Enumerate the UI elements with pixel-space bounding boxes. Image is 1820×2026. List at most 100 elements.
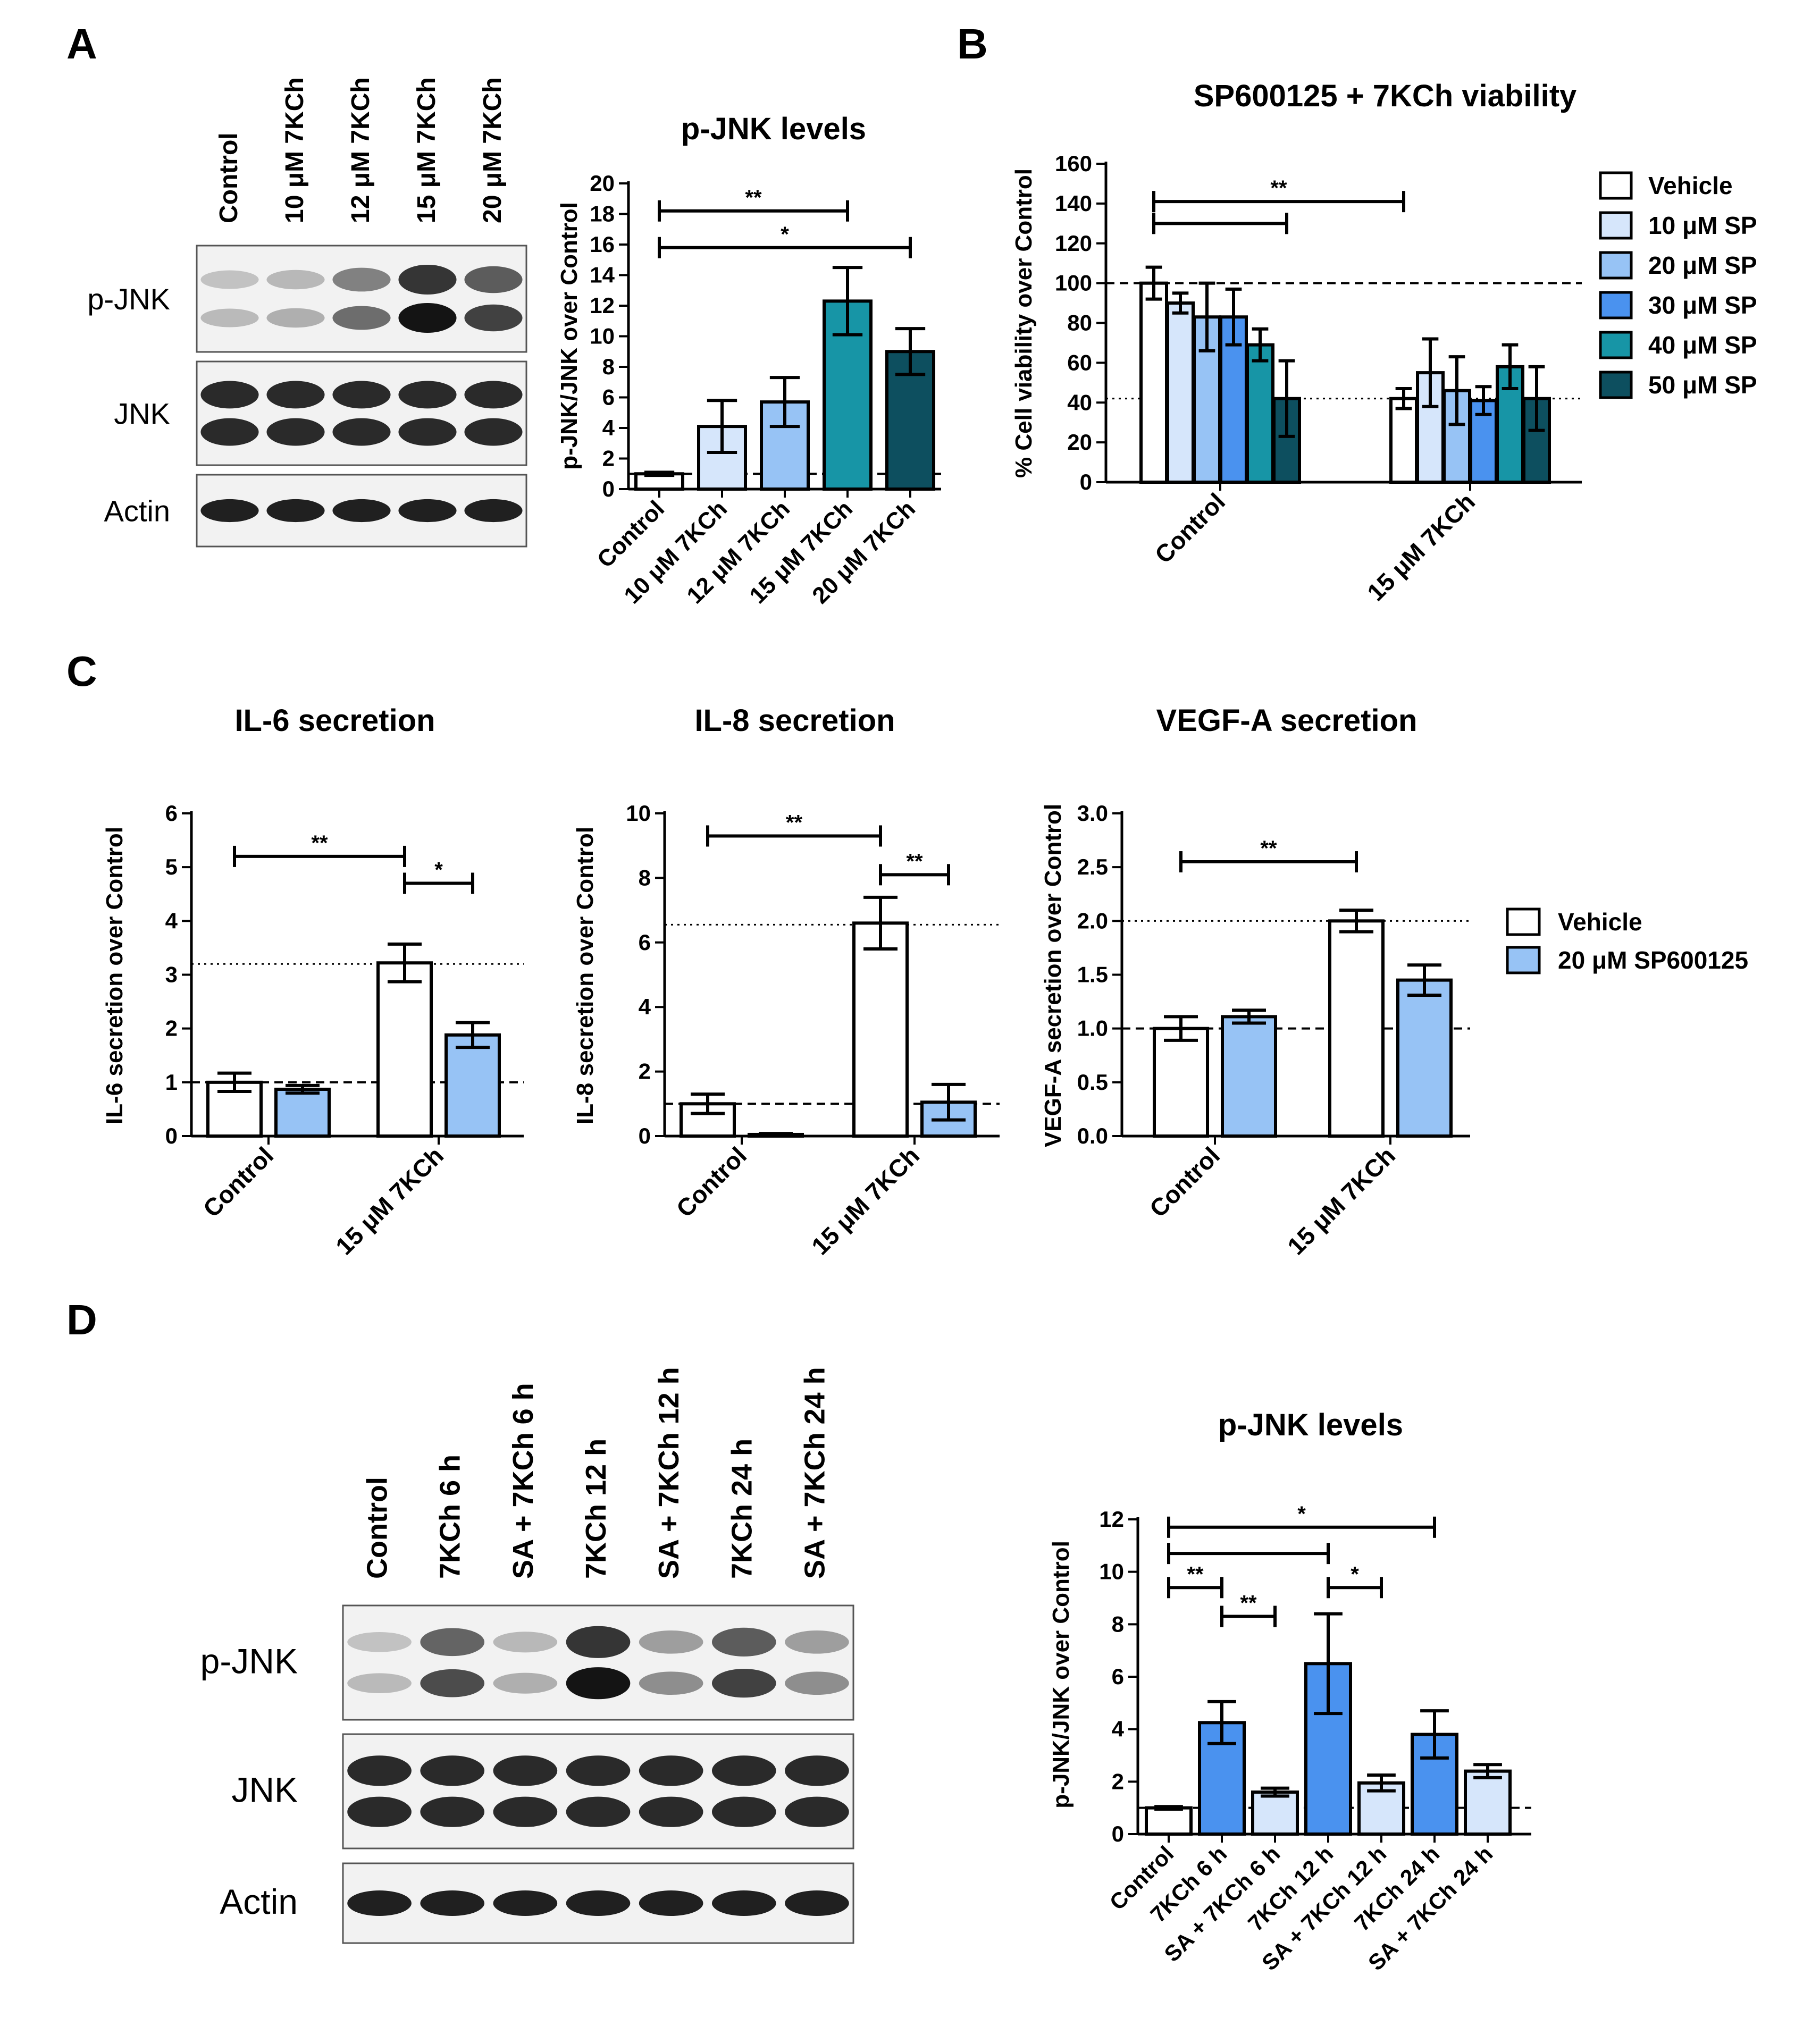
blot-band [398,303,457,333]
blot-row-label: Actin [104,494,171,528]
legend-label: 50 μM SP [1648,371,1757,399]
western-blot-d: Control 7KCh 6 h SA + 7KCh 6 h 7KCh 12 h SA … [200,1367,854,1944]
lane-label: 12 μM 7KCh [347,77,375,223]
blot-band [266,270,325,290]
blot-band [464,266,523,293]
y-tick-label: 40 [1067,390,1092,415]
blot-row-label: JNK [231,1770,298,1810]
blot-band [398,418,457,446]
significance-label: ** [1187,1562,1204,1586]
y-tick-label: 18 [590,201,615,226]
y-tick-label: 20 [1067,430,1092,455]
blot-band [266,381,325,409]
blot-band [639,1630,703,1654]
blot-band [332,418,391,446]
significance-label: * [1297,1502,1306,1526]
y-axis-label: IL-8 secretion over Control [572,827,598,1124]
blot-band [785,1796,849,1827]
y-tick-label: 4 [165,908,178,933]
blot-band [200,308,259,327]
y-tick-label: 12 [1099,1507,1124,1532]
bar [376,961,433,1138]
blot-strip [342,1604,854,1721]
y-tick-label: 6 [602,385,615,410]
blot-band [200,270,259,289]
x-tick-label: Control [1144,1141,1225,1222]
y-tick-label: 2 [165,1016,178,1041]
blot-row-label: Actin [220,1882,298,1921]
y-tick-label: 1.0 [1077,1016,1108,1041]
y-tick-label: 20 [590,171,615,196]
y-tick-label: 0.0 [1077,1123,1108,1148]
lane-label: 15 μM 7KCh [413,77,441,223]
lane-label: 10 μM 7KCh [281,77,309,223]
y-tick-label: 0 [1080,469,1092,494]
blot-band [639,1755,703,1786]
blot-band [266,418,325,446]
blot-band [785,1890,849,1916]
chart-d-pjnk-levels: p-JNK levels p-JNK/JNK over Control 0 2 4 6 8 1… [1048,1408,1531,1975]
y-tick-label: 1 [165,1070,178,1095]
blot-band [420,1755,485,1786]
blot-band [464,381,523,409]
significance-label: ** [786,811,803,834]
y-tick-label: 8 [1112,1611,1124,1636]
bar [1328,919,1385,1138]
blot-band [464,499,523,523]
lane-label: SA + 7KCh 12 h [653,1367,685,1579]
x-tick-label: Control [671,1141,752,1222]
chart-title: VEGF-A secretion [1156,703,1418,738]
blot-band [566,1667,631,1700]
y-tick-label: 0 [602,476,615,501]
y-tick-label: 0 [165,1123,178,1148]
bar [1221,1015,1277,1138]
y-tick-label: 2.5 [1077,854,1108,879]
y-tick-label: 80 [1067,310,1092,335]
y-tick-label: 12 [590,293,615,318]
blot-band [200,381,259,409]
blot-band [266,308,325,328]
blot-band [347,1755,412,1786]
bar [1396,978,1453,1138]
blot-row-label: p-JNK [87,282,170,316]
y-tick-label: 0 [1112,1821,1124,1846]
lane-label: 7KCh 12 h [580,1439,612,1579]
y-tick-label: 4 [639,994,651,1019]
blot-band [332,267,391,292]
chart-c-il8: IL-8 secretion IL-8 secretion over Contro… [572,703,1000,1260]
legend-label: 20 μM SP [1648,251,1757,279]
legend-label: 20 μM SP600125 [1558,946,1748,974]
panel-label-b: B [957,20,988,68]
y-tick-label: 1.5 [1077,962,1108,987]
y-tick-label: 3 [165,962,178,987]
y-axis-label: p-JNK/JNK over Control [556,202,582,470]
chart-c-vegfa: VEGF-A secretion VEGF-A secretion over Co… [1040,703,1470,1260]
blot-strip [196,245,527,353]
legend-label: 30 μM SP [1648,291,1757,319]
y-tick-label: 2 [602,446,615,471]
y-axis-label: % Cell viability over Control [1011,169,1037,478]
legend-swatch [1599,171,1633,200]
y-tick-label: 120 [1055,231,1092,256]
y-tick-label: 10 [626,801,651,826]
y-tick-label: 2 [1112,1769,1124,1794]
chart-title: p-JNK levels [1218,1408,1403,1442]
y-tick-label: 100 [1055,271,1092,296]
blot-band [493,1672,558,1694]
significance-label: * [781,223,789,246]
blot-band [332,381,391,409]
significance-label: ** [1240,1592,1257,1615]
y-axis-label: p-JNK/JNK over Control [1048,1541,1074,1809]
y-tick-label: 8 [602,354,615,379]
blot-band [639,1890,703,1916]
y-tick-label: 6 [639,930,651,955]
panel-label-a: A [66,20,97,68]
legend-label: Vehicle [1648,172,1733,199]
blot-band [347,1890,412,1916]
y-tick-label: 140 [1055,191,1092,216]
chart-title: IL-6 secretion [234,703,435,738]
significance-label: ** [311,831,328,855]
bar [444,1033,501,1138]
significance-label: ** [1260,837,1277,860]
